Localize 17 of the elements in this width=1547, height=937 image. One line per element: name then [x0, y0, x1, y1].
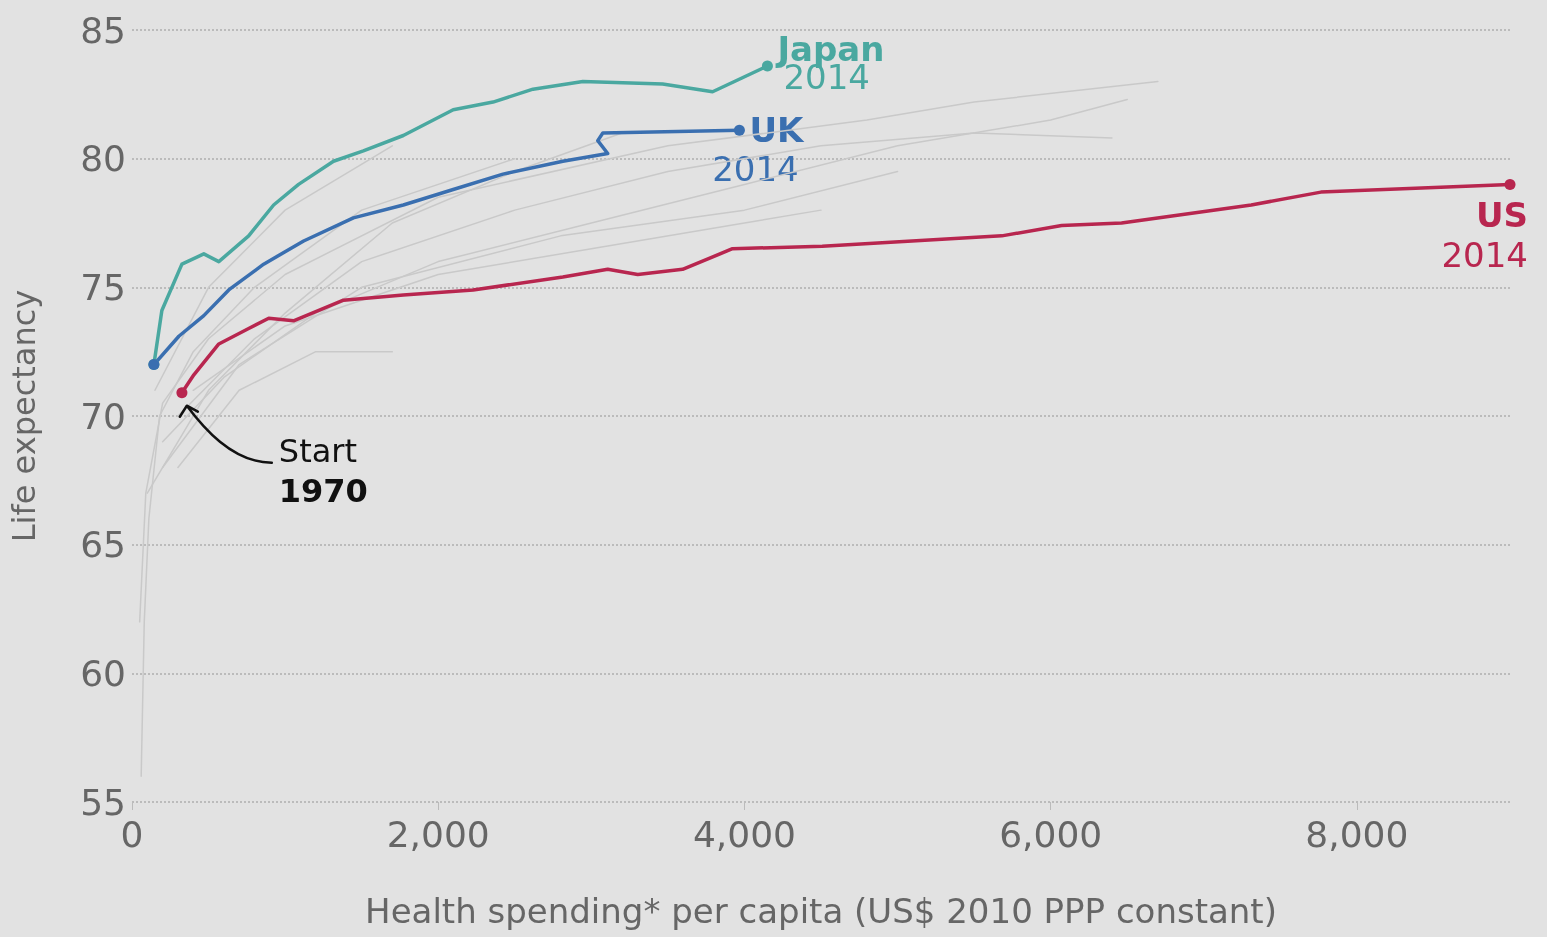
y-tick-label: 80 [80, 138, 126, 180]
x-tick-label: 4,000 [692, 813, 796, 855]
x-axis-title: Health spending* per capita (US$ 2010 PPP constant) [365, 891, 1277, 931]
y-tick-label: 75 [80, 266, 126, 308]
y-tick-label: 65 [80, 524, 126, 566]
series-label: UK [749, 110, 805, 151]
series-label: US [1475, 195, 1528, 236]
x-tick-label: 2,000 [386, 813, 490, 855]
x-tick-label: 6,000 [999, 813, 1103, 855]
annotation: 2014 [712, 149, 799, 190]
y-tick-label: 60 [80, 652, 126, 694]
annotation: Start 1970 [278, 431, 368, 510]
x-tick-label: 8,000 [1305, 813, 1409, 855]
y-tick-label: 85 [80, 9, 126, 51]
y-axis-title: Life expectancy [5, 289, 43, 543]
annotation: 2014 [1441, 235, 1528, 276]
y-tick-label: 70 [80, 395, 126, 437]
